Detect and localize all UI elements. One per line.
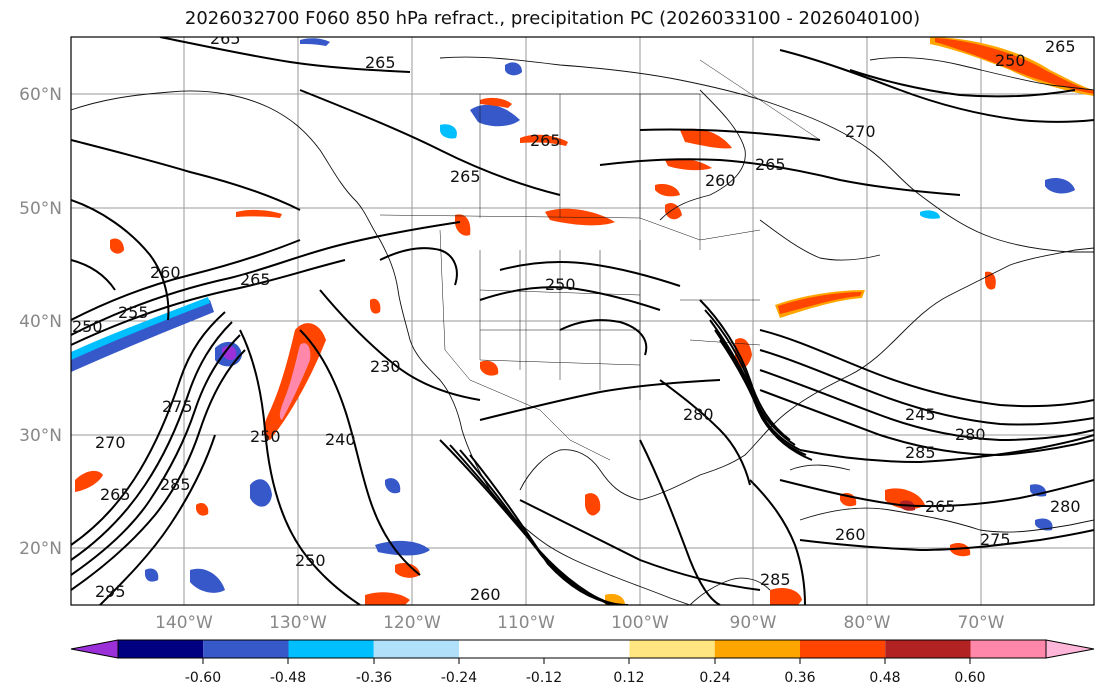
contour-label: 285 <box>160 475 191 494</box>
contour-label: 250 <box>545 275 576 294</box>
coastlines <box>71 56 1094 605</box>
latitude-labels: 60°N 50°N 40°N 30°N 20°N <box>19 85 62 559</box>
contour-label: 265 <box>755 155 786 174</box>
lon-label-100w: 100°W <box>611 613 669 633</box>
contour-label: 280 <box>955 425 986 444</box>
contour-label: 265 <box>530 131 561 150</box>
refractivity-contours <box>71 37 1094 605</box>
contour-label: 285 <box>760 570 791 589</box>
colorbar-segment <box>714 640 800 658</box>
contour-label: 250 <box>995 51 1026 70</box>
contour-label: 260 <box>705 171 736 190</box>
colorbar-tick-label: -0.48 <box>270 670 306 686</box>
longitude-labels: 140°W 130°W 120°W 110°W 100°W 90°W 80°W … <box>155 613 1005 633</box>
colorbar-tick-label: -0.36 <box>356 670 392 686</box>
lat-label-40n: 40°N <box>19 312 62 332</box>
lon-label-90w: 90°W <box>730 613 777 633</box>
colorbar-tick-label: 0.12 <box>613 670 644 686</box>
contour-label: 240 <box>325 430 356 449</box>
contour-label: 295 <box>95 582 126 601</box>
lon-label-130w: 130°W <box>269 613 327 633</box>
colorbar-segment <box>970 640 1046 658</box>
contour-label: 265 <box>365 53 396 72</box>
colorbar-extend-low <box>70 639 119 659</box>
colorbar-segment <box>373 640 459 658</box>
colorbar-segment <box>459 640 630 658</box>
contour-label: 265 <box>210 29 241 48</box>
contour-label: 275 <box>162 397 193 416</box>
colorbar: -0.60 -0.48 -0.36 -0.24 -0.12 0.12 0.24 … <box>70 639 1095 686</box>
colorbar-segment <box>629 640 715 658</box>
colorbar-segment <box>885 640 971 658</box>
map-border <box>70 36 1095 606</box>
colorbar-tick-label: -0.60 <box>185 670 221 686</box>
lon-label-140w: 140°W <box>155 613 213 633</box>
contour-label: 245 <box>905 405 936 424</box>
contour-label: 250 <box>295 551 326 570</box>
colorbar-segment <box>118 640 204 658</box>
colorbar-tick-label: -0.12 <box>526 670 562 686</box>
contour-label: 250 <box>250 427 281 446</box>
contour-label: 265 <box>1045 37 1076 56</box>
colorbar-tick-label: 0.60 <box>954 670 985 686</box>
contour-label: 260 <box>470 585 501 604</box>
map-title: 2026032700 F060 850 hPa refract., precip… <box>184 8 921 29</box>
contour-label: 260 <box>835 525 866 544</box>
colorbar-border <box>117 639 1047 659</box>
contour-label: 230 <box>370 357 401 376</box>
colorbar-ticks <box>202 658 971 664</box>
contour-label: 250 <box>72 317 103 336</box>
colorbar-tick-label: -0.24 <box>441 670 477 686</box>
contour-label: 260 <box>150 263 181 282</box>
contour-label: 270 <box>845 122 876 141</box>
colorbar-segment <box>203 640 289 658</box>
colorbar-segment <box>800 640 886 658</box>
colorbar-tick-label: 0.48 <box>869 670 900 686</box>
precipitation-shading <box>71 37 1094 605</box>
lat-label-60n: 60°N <box>19 85 62 105</box>
lon-label-80w: 80°W <box>844 613 891 633</box>
contour-label: 270 <box>95 433 126 452</box>
colorbar-extend-high <box>1045 639 1095 659</box>
lon-label-110w: 110°W <box>497 613 555 633</box>
lon-label-120w: 120°W <box>383 613 441 633</box>
contour-label: 265 <box>240 270 271 289</box>
contour-label: 255 <box>118 303 149 322</box>
contour-label: 285 <box>905 443 936 462</box>
colorbar-segment <box>288 640 374 658</box>
colorbar-tick-label: 0.24 <box>699 670 730 686</box>
colorbar-tick-label: 0.36 <box>784 670 815 686</box>
contour-labels: 265 265 265 270 265 260 265 260 265 250 … <box>72 29 1081 604</box>
lat-label-20n: 20°N <box>19 539 62 559</box>
contour-label: 265 <box>450 167 481 186</box>
lat-label-30n: 30°N <box>19 426 62 446</box>
contour-label: 265 <box>100 485 131 504</box>
lat-label-50n: 50°N <box>19 199 62 219</box>
contour-label: 275 <box>980 530 1011 549</box>
contour-label: 280 <box>683 405 714 424</box>
lon-label-70w: 70°W <box>958 613 1005 633</box>
contour-label: 280 <box>1050 497 1081 516</box>
contour-label: 265 <box>925 497 956 516</box>
